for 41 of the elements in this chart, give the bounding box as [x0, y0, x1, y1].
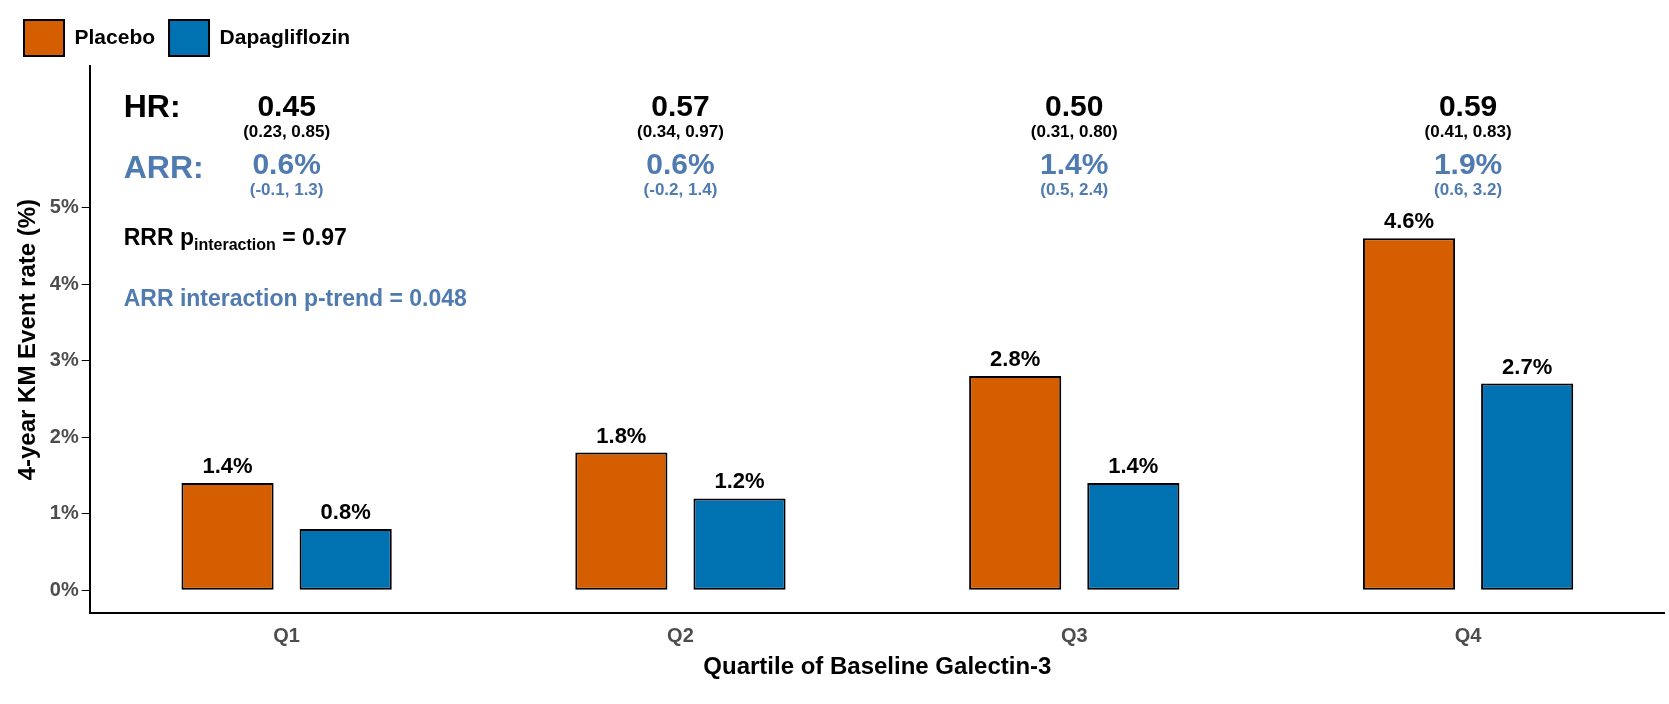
- y-tick-label: 2%: [49, 424, 79, 447]
- data-label: 2.8%: [990, 346, 1041, 372]
- annotation: 1.4%: [1040, 146, 1109, 180]
- legend-label: Dapagliflozin: [219, 24, 351, 48]
- y-tick-label: 5%: [49, 195, 79, 218]
- annotation: (0.34, 0.97): [636, 122, 724, 142]
- data-label: 1.4%: [1108, 453, 1159, 479]
- annotation: ARR interaction p-trend = 0.048: [123, 284, 468, 311]
- x-axis-title: Quartile of Baseline Galectin-3: [703, 652, 1052, 680]
- y-axis-title: 4-year KM Event rate (%): [13, 198, 41, 481]
- annotation: (0.23, 0.85): [243, 122, 331, 142]
- annotation: (0.5, 2.4): [1040, 179, 1109, 199]
- x-tick-label: Q2: [667, 623, 694, 646]
- data-label: 1.8%: [596, 422, 647, 448]
- data-label: 4.6%: [1383, 208, 1435, 234]
- annotation: ARR:: [123, 149, 204, 186]
- annotation: 0.50: [1045, 89, 1104, 123]
- data-label: 0.8%: [320, 499, 371, 525]
- y-tick-label: 0%: [49, 577, 79, 600]
- x-tick-label: Q1: [273, 623, 300, 646]
- x-tick-label: Q4: [1454, 623, 1483, 646]
- annotation: (0.6, 3.2): [1434, 179, 1503, 199]
- annotation: 0.57: [651, 89, 710, 123]
- y-tick-label: 3%: [49, 348, 79, 371]
- annotation: (0.31, 0.80): [1030, 122, 1118, 142]
- annotation: 0.59: [1438, 89, 1498, 123]
- annotation: HR:: [123, 87, 181, 124]
- data-label: 2.7%: [1502, 353, 1553, 379]
- x-tick-label: Q3: [1060, 623, 1088, 646]
- annotation: 0.45: [257, 89, 316, 123]
- annotation: 1.9%: [1433, 146, 1503, 180]
- legend-label: Placebo: [74, 24, 156, 48]
- y-tick-label: 1%: [49, 501, 79, 524]
- annotation: 0.6%: [252, 146, 321, 180]
- data-label: 1.4%: [202, 453, 253, 479]
- annotation: (-0.1, 1.3): [249, 179, 324, 199]
- data-label: 1.2%: [714, 468, 765, 494]
- annotation: 0.6%: [646, 146, 715, 180]
- annotation: (-0.2, 1.4): [643, 179, 718, 199]
- y-tick-label: 4%: [49, 271, 79, 294]
- annotation: (0.41, 0.83): [1424, 122, 1512, 142]
